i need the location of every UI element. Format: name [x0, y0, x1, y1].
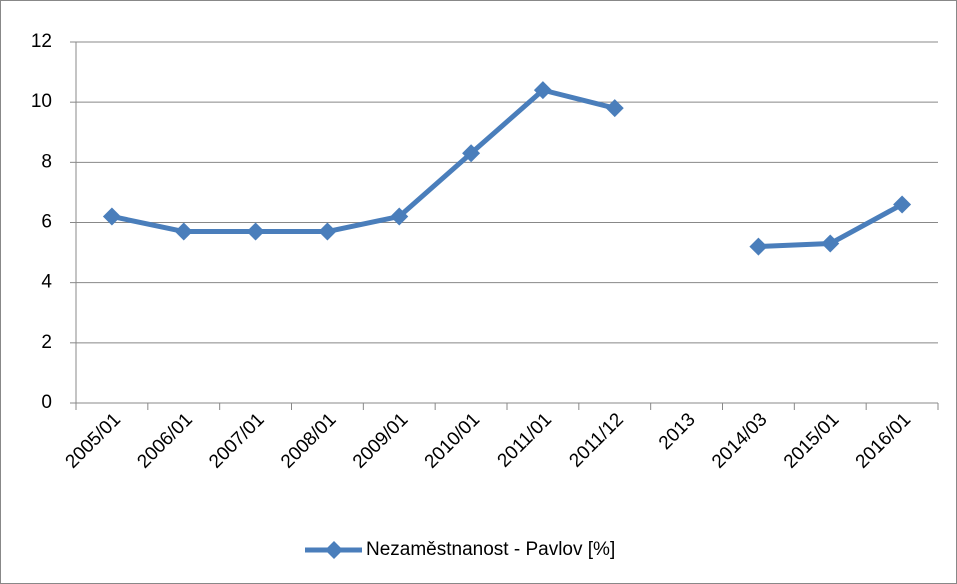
- point: [893, 195, 912, 214]
- y-tick-label: 2: [41, 332, 52, 353]
- point: [390, 207, 409, 226]
- y-tick-label: 4: [41, 272, 52, 293]
- y-tick-label: 6: [41, 212, 52, 233]
- y-tick-label: 0: [41, 392, 52, 413]
- point: [605, 99, 624, 118]
- point: [533, 81, 552, 100]
- point: [462, 144, 481, 163]
- point: [749, 237, 768, 256]
- y-tick-label: 12: [31, 31, 52, 52]
- point: [174, 222, 193, 241]
- point: [102, 207, 121, 226]
- point: [318, 222, 337, 241]
- point: [246, 222, 265, 241]
- y-tick-label: 10: [31, 91, 52, 112]
- legend-label: Nezaměstnanost - Pavlov [%]: [366, 539, 615, 560]
- point: [821, 234, 840, 253]
- y-tick-label: 8: [41, 151, 52, 172]
- legend-marker: [325, 541, 343, 559]
